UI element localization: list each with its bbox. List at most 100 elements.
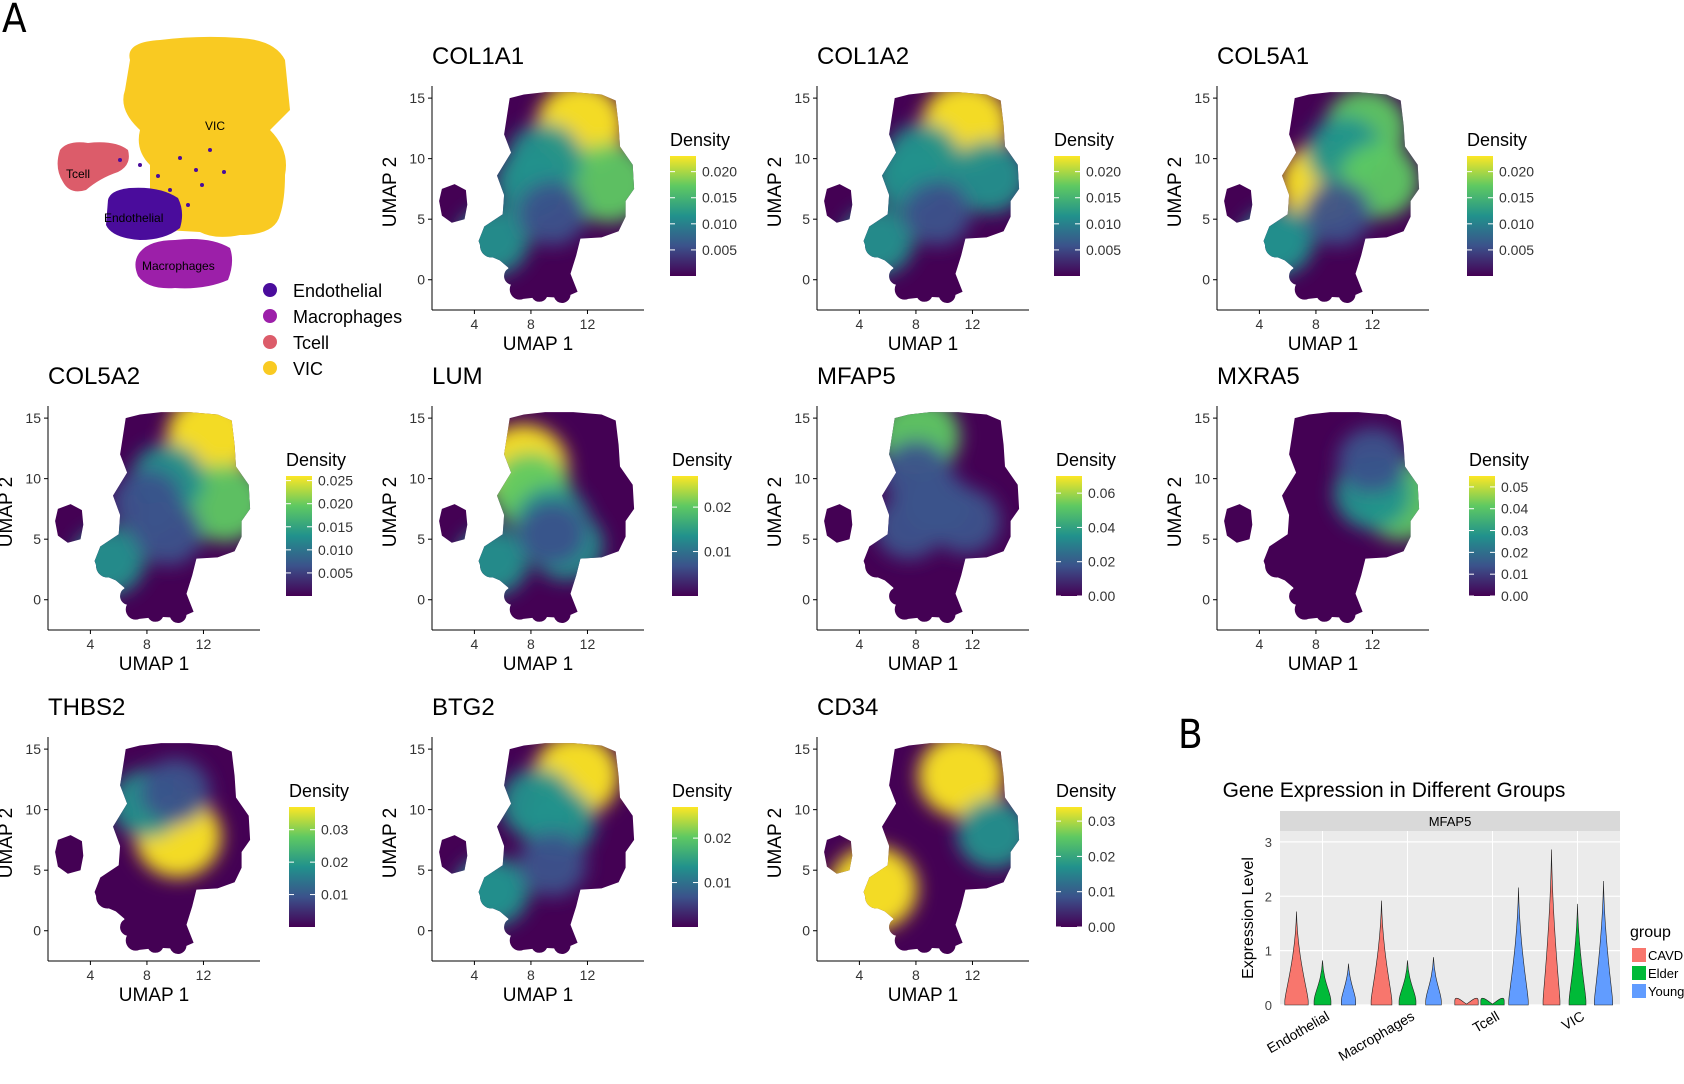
legend-title: Density xyxy=(670,130,730,150)
y-tick-label: 15 xyxy=(794,410,810,426)
legend-label: Macrophages xyxy=(293,307,402,327)
umap-cells xyxy=(439,92,635,303)
legend-label: CAVD xyxy=(1648,948,1683,963)
x-axis-title: UMAP 1 xyxy=(119,654,189,675)
x-tick-label: Tcell xyxy=(1470,1008,1502,1036)
density-mark xyxy=(951,140,1020,214)
density-hotspots xyxy=(841,92,1020,276)
x-tick-label: 4 xyxy=(856,636,864,652)
y-axis-title: UMAP 2 xyxy=(0,808,17,878)
cluster-label: VIC xyxy=(205,119,225,133)
density-colorbar xyxy=(286,476,312,596)
x-tick-label: 12 xyxy=(965,636,981,652)
colorbar-tick-label: 0.01 xyxy=(321,887,348,903)
colorbar-tick-label: 0.015 xyxy=(1499,190,1534,206)
panel-label-b: B xyxy=(1178,712,1203,758)
colorbar-tick-label: 0.00 xyxy=(1501,588,1528,604)
x-tick-label: 12 xyxy=(580,316,596,332)
panel-title: COL1A2 xyxy=(817,43,909,70)
panel-title: COL5A2 xyxy=(48,363,140,390)
density-plot-thbs2: THBS2 0 5 10 15 4 8 12 UMAP 1 UMAP 2 Density 0.03 0.… xyxy=(0,694,349,1006)
cell-point xyxy=(138,163,142,167)
density-colorbar xyxy=(672,476,698,596)
umap-cells xyxy=(55,412,251,623)
colorbar-tick-label: 0.020 xyxy=(1499,164,1534,180)
colorbar-tick-label: 0.015 xyxy=(1086,190,1121,206)
density-colorbar xyxy=(1467,156,1493,276)
density-plot-mfap5: MFAP5 0 5 10 15 4 8 12 UMAP 1 UMAP 2 Density 0.06 0.… xyxy=(765,363,1116,675)
legend-swatch xyxy=(1632,984,1646,998)
violin-tcell-elder xyxy=(1480,997,1505,1006)
y-tick-label: 15 xyxy=(794,90,810,106)
violin-tcell-cavd xyxy=(1454,997,1479,1006)
y-tick-label: 5 xyxy=(417,531,425,547)
violin-macrophages-elder xyxy=(1398,960,1417,1006)
density-mark xyxy=(140,758,211,825)
colorbar-tick-label: 0.01 xyxy=(1501,566,1528,582)
violin-endothelial-young xyxy=(1341,963,1356,1006)
x-tick-label: Macrophages xyxy=(1336,1008,1417,1064)
colorbar-tick-label: 0.01 xyxy=(704,875,731,891)
x-tick-label: 8 xyxy=(527,636,535,652)
x-axis-title: UMAP 1 xyxy=(888,654,958,675)
x-tick-label: 8 xyxy=(527,967,535,983)
facet-label: MFAP5 xyxy=(1429,814,1472,829)
umap-cells xyxy=(1224,412,1420,623)
colorbar-tick-label: 0.01 xyxy=(704,544,731,560)
x-tick-label: 4 xyxy=(87,636,95,652)
cell-point xyxy=(222,170,226,174)
cell-point xyxy=(186,203,190,207)
y-tick-label: 0 xyxy=(802,272,810,288)
violin-vic-young xyxy=(1594,881,1613,1006)
colorbar-tick-label: 0.02 xyxy=(1501,544,1528,560)
y-tick-label: 0 xyxy=(802,923,810,939)
cluster-label: Endothelial xyxy=(104,211,163,225)
cell-point xyxy=(156,174,160,178)
colorbar-tick-label: 0.025 xyxy=(318,473,353,489)
legend-title: Density xyxy=(1056,450,1116,470)
density-mark xyxy=(930,488,1001,554)
x-tick-label: 8 xyxy=(143,967,151,983)
legend-label: VIC xyxy=(293,359,323,379)
cell-point xyxy=(208,148,212,152)
y-tick-label: 0 xyxy=(802,592,810,608)
density-plot-btg2: BTG2 0 5 10 15 4 8 12 UMAP 1 UMAP 2 Density 0.02 0.0… xyxy=(380,694,732,1006)
x-tick-label: 4 xyxy=(471,636,479,652)
x-tick-label: 12 xyxy=(1365,636,1381,652)
y-axis-title: UMAP 2 xyxy=(380,808,401,878)
density-mark xyxy=(517,831,587,897)
x-tick-label: VIC xyxy=(1559,1008,1587,1034)
x-axis-title: UMAP 1 xyxy=(1288,334,1358,355)
colorbar-tick-label: 0.02 xyxy=(1088,554,1115,570)
density-plot-col1a1: COL1A1 0 5 10 15 4 8 12 UMAP 1 UMAP 2 Density 0.020… xyxy=(380,43,737,355)
x-axis-title: UMAP 1 xyxy=(503,334,573,355)
violin-macrophages-young xyxy=(1425,957,1442,1006)
colorbar-tick-label: 0.02 xyxy=(704,830,731,846)
legend-title: Density xyxy=(672,781,732,801)
legend-title: Density xyxy=(286,450,346,470)
x-tick-label: 4 xyxy=(87,967,95,983)
violin-endothelial-elder xyxy=(1313,960,1332,1006)
y-tick-label: 10 xyxy=(409,151,425,167)
colorbar-tick-label: 0.005 xyxy=(1086,242,1121,258)
cluster-vic xyxy=(123,36,290,237)
colorbar-tick-label: 0.02 xyxy=(321,854,348,870)
colorbar-tick-label: 0.04 xyxy=(1088,519,1115,535)
colorbar-tick-label: 0.010 xyxy=(1499,216,1534,232)
density-colorbar xyxy=(1469,476,1495,596)
x-axis-title: UMAP 1 xyxy=(503,985,573,1006)
y-tick-label: 15 xyxy=(1194,410,1210,426)
cluster-tcell xyxy=(57,142,129,192)
colorbar-tick-label: 0.015 xyxy=(318,519,353,535)
colorbar-tick-label: 0.01 xyxy=(1088,884,1115,900)
colorbar-tick-label: 0.02 xyxy=(1088,848,1115,864)
colorbar-tick-label: 0.00 xyxy=(1088,588,1115,604)
y-tick-label: 10 xyxy=(1194,471,1210,487)
legend-title: Density xyxy=(1054,130,1114,150)
x-axis-title: UMAP 1 xyxy=(119,985,189,1006)
legend-title: Density xyxy=(1469,450,1529,470)
x-axis-title: UMAP 1 xyxy=(503,654,573,675)
panel-title: THBS2 xyxy=(48,694,125,721)
y-tick-label: 5 xyxy=(802,862,810,878)
